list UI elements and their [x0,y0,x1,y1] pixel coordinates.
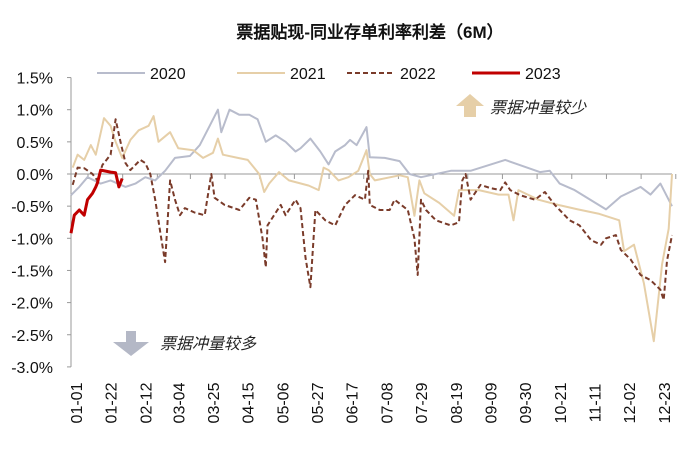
x-tick-label: 12-23 [657,382,674,423]
x-tick-label: 04-15 [241,382,258,423]
x-tick-label: 10-21 [553,382,570,423]
y-tick-label: 1.0% [17,103,53,120]
arrow-up-icon [456,94,484,117]
y-tick-label: -0.5% [11,199,53,216]
x-tick-label: 05-27 [310,382,327,423]
y-tick-label: -3.0% [11,360,53,377]
annotation-more: 票据冲量较多 [113,331,257,356]
annotation-less: 票据冲量较少 [456,94,587,117]
legend-label-2021: 2021 [290,66,326,83]
x-tick-label: 01-01 [69,382,86,423]
y-tick-label: -2.0% [11,296,53,313]
legend-label-2023: 2023 [525,66,561,83]
x-tick-label: 07-08 [379,382,396,423]
y-tick-label: 0.0% [17,167,53,184]
x-tick-label: 02-12 [138,382,155,423]
x-tick-label: 09-30 [518,382,535,423]
x-tick-label: 09-09 [483,382,500,423]
x-axis: 01-01 01-22 02-12 03-04 03-25 04-15 05-06 05-27… [69,173,677,423]
x-tick-label: 12-02 [622,382,639,423]
series-line-2021 [71,115,673,343]
annotation-more-text: 票据冲量较多 [160,335,257,353]
y-tick-label: 0.5% [17,135,53,152]
arrow-down-icon [113,331,149,356]
legend-label-2022: 2022 [400,66,436,83]
y-tick-label: -1.0% [11,231,53,248]
x-tick-label: 08-19 [449,382,466,423]
y-tick-label: 1.5% [17,71,53,88]
y-tick-label: -1.5% [11,263,53,280]
series-group [69,108,673,343]
x-tick-label: 03-25 [206,382,223,423]
series-line-2020 [70,108,673,211]
x-tick-label: 03-04 [171,382,188,423]
annotation-less-text: 票据冲量较少 [490,99,587,117]
series-line-2023 [69,168,124,234]
y-tick-label: -2.5% [11,328,53,345]
x-tick-label: 06-17 [345,382,362,423]
x-tick-label: 01-22 [104,382,121,423]
chart-title: 票据贴现-同业存单利率利差（6M） [236,22,503,42]
legend: 2020 2021 2022 2023 [97,66,561,83]
x-tick-label: 05-06 [275,382,292,423]
x-tick-label: 07-29 [414,382,431,423]
series-line-2022 [71,118,673,301]
y-axis: 1.5% 1.0% 0.5% 0.0% -0.5% -1.0% -1.5% -2.0% -2.5… [11,71,72,377]
legend-label-2020: 2020 [150,66,186,83]
x-tick-label: 11-11 [587,384,604,423]
